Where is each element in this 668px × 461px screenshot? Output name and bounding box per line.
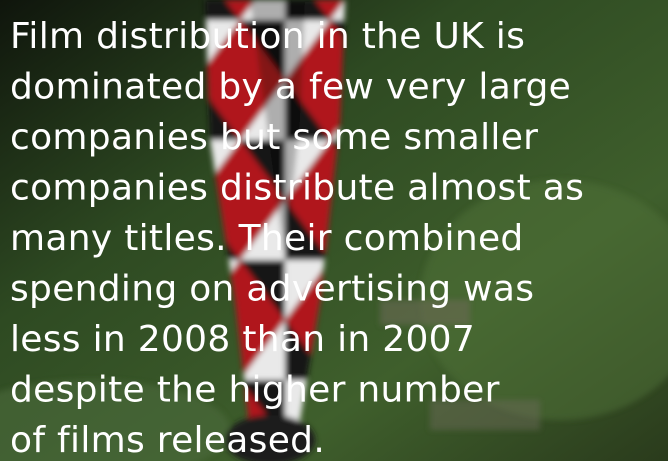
caption-line: despite the higher number [10,370,500,411]
caption-line: Film distribution in the UK is [10,16,525,57]
caption-line: of films released. [10,420,325,461]
caption-line: many titles. Their combined [10,218,524,259]
caption-line: less in 2008 than in 2007 [10,319,475,360]
caption: Film distribution in the UK is dominated … [10,16,584,461]
caption-line: companies but some smaller [10,117,538,158]
screen: Film distribution in the UK is dominated … [0,0,668,461]
caption-line: companies distribute almost as [10,168,584,209]
caption-line: dominated by a few very large [10,67,571,108]
caption-line: spending on advertising was [10,269,534,310]
page: Film distribution in the UK is dominated … [0,0,668,461]
